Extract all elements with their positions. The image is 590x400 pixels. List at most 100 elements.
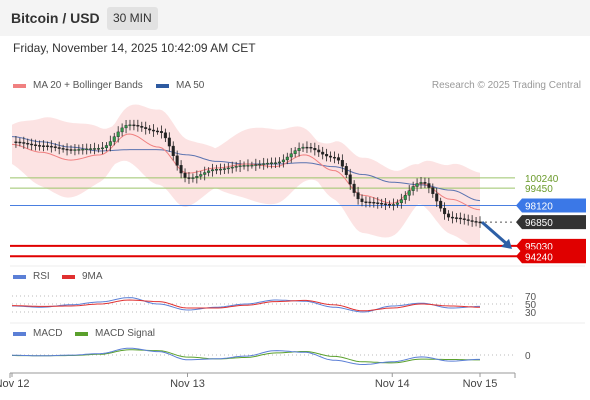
candle-body	[321, 151, 325, 155]
candle-body	[419, 182, 423, 184]
candle-body	[325, 154, 329, 157]
header-bar	[0, 0, 590, 36]
candle-body	[222, 168, 226, 170]
candle-body	[450, 216, 454, 219]
legend-macd-swatch	[13, 331, 26, 336]
candle-body	[423, 182, 427, 184]
candle-body	[293, 150, 297, 154]
candle-body	[175, 155, 179, 166]
candle-body	[116, 131, 120, 137]
candle-body	[376, 202, 380, 204]
candle-body	[144, 127, 148, 130]
candle-body	[81, 148, 85, 151]
candle-body	[22, 142, 26, 144]
candle-body	[415, 183, 419, 187]
candle-body	[254, 164, 258, 166]
candle-body	[447, 213, 451, 218]
candle-body	[163, 132, 167, 139]
candle-body	[108, 141, 112, 146]
candle-body	[120, 127, 124, 133]
macd-tick-0: 0	[525, 351, 531, 362]
legend-macd-signal-label: MACD Signal	[95, 328, 156, 339]
level-label-96850: 96850	[525, 218, 553, 229]
candle-body	[395, 202, 399, 205]
candle-body	[207, 170, 211, 173]
candle-body	[340, 160, 344, 167]
legend-ma20-label: MA 20 + Bollinger Bands	[33, 80, 143, 91]
candle-body	[435, 193, 439, 202]
candle-body	[218, 168, 222, 171]
candle-body	[156, 130, 160, 133]
level-tag-96850	[516, 215, 586, 230]
rsi-9ma-line	[12, 299, 480, 312]
candle-body	[77, 149, 81, 151]
legend-rsi-label: RSI	[33, 271, 50, 282]
legend-9ma-label: 9MA	[82, 271, 103, 282]
candle-body	[258, 163, 262, 166]
candle-body	[234, 166, 238, 168]
candle-body	[49, 145, 53, 148]
candle-body	[285, 156, 289, 161]
candle-body	[352, 183, 356, 193]
candle-body	[439, 200, 443, 209]
candle-body	[128, 124, 132, 127]
candle-body	[391, 204, 395, 206]
candle-body	[454, 217, 458, 219]
candle-body	[61, 148, 65, 150]
level-label-99450: 99450	[525, 184, 553, 195]
candle-body	[266, 162, 270, 165]
credit-text: Research © 2025 Trading Central	[431, 80, 581, 91]
candle-body	[277, 161, 281, 164]
macd-signal-line	[12, 349, 480, 364]
candle-body	[30, 143, 34, 146]
level-tag-94240	[516, 249, 586, 264]
legend-macd-signal: MACD Signal	[75, 328, 155, 339]
candle-body	[69, 149, 73, 151]
x-tick-label: Nov 14	[375, 378, 410, 390]
candle-body	[281, 159, 285, 163]
candle-body	[462, 218, 466, 220]
legend-ma20-swatch	[13, 83, 26, 88]
rsi-line	[12, 297, 480, 313]
candle-body	[171, 145, 175, 157]
timeframe-badge[interactable]: 30 MIN	[107, 7, 158, 30]
candle-body	[313, 148, 317, 151]
legend-ma50-swatch	[156, 83, 169, 88]
legend-9ma-swatch	[62, 274, 75, 279]
candle-body	[104, 145, 108, 149]
candle-body	[89, 148, 93, 150]
candle-body	[332, 156, 336, 159]
legend-9ma: 9MA	[62, 271, 103, 282]
candle-body	[93, 148, 97, 150]
candle-body	[458, 217, 462, 220]
candle-body	[348, 174, 352, 185]
legend-macd-signal-swatch	[75, 331, 88, 336]
candle-body	[411, 186, 415, 191]
candle-body	[179, 165, 183, 174]
candle-body	[57, 147, 61, 149]
instrument-title: Bitcoin / USD	[11, 10, 100, 26]
rsi-tick-50: 50	[525, 300, 537, 311]
candle-body	[140, 125, 144, 128]
candle-body	[100, 147, 104, 150]
legend-macd-label: MACD	[33, 328, 63, 339]
candle-body	[230, 166, 234, 169]
candle-body	[372, 202, 376, 204]
candle-body	[336, 157, 340, 161]
candle-body	[187, 177, 191, 179]
candle-body	[136, 125, 140, 127]
level-label-100240: 100240	[525, 174, 559, 185]
level-label-94240: 94240	[525, 252, 553, 263]
report-datetime: Friday, November 14, 2025 10:42:09 AM CE…	[13, 41, 256, 55]
candle-body	[85, 148, 89, 151]
candle-body	[183, 172, 187, 178]
candle-body	[159, 131, 163, 133]
candle-body	[329, 155, 333, 158]
candle-body	[399, 199, 403, 204]
projection-arrowhead	[501, 238, 512, 249]
candle-body	[26, 142, 30, 145]
ma20-line	[11, 133, 481, 211]
candle-body	[211, 169, 215, 172]
candle-body	[215, 169, 219, 171]
x-tick-label: Nov 15	[463, 378, 498, 390]
